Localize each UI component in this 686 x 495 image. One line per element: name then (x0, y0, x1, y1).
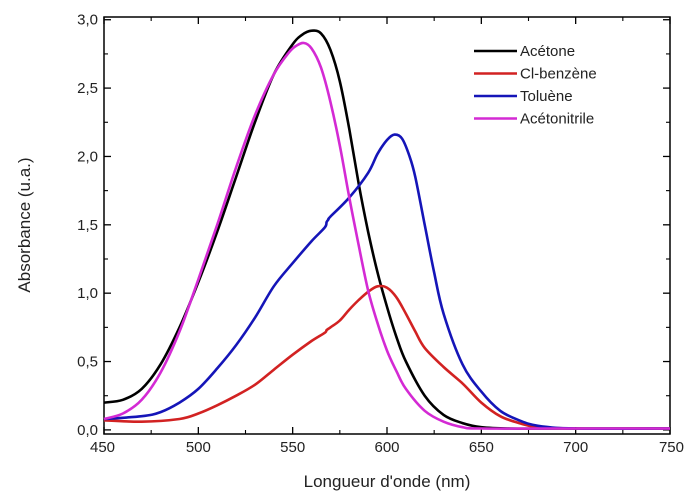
x-tick-label: 450 (90, 439, 115, 456)
legend-label: Acétonitrile (520, 111, 594, 128)
series-line (103, 41, 670, 430)
x-axis-title: Longueur d'onde (nm) (304, 472, 471, 491)
y-tick-label: 1,5 (77, 217, 98, 234)
x-tick-label: 650 (469, 439, 494, 456)
x-tick-label: 700 (563, 439, 588, 456)
y-tick-label: 2,5 (77, 80, 98, 97)
y-tick-label: 0,5 (77, 354, 98, 371)
y-tick-label: 2,0 (77, 148, 98, 165)
x-tick-label: 750 (659, 439, 684, 456)
x-tick-label: 500 (186, 439, 211, 456)
legend-label: Toluène (520, 88, 573, 105)
y-axis-ticks: 0,0 0,5 1,0 1,5 2,0 2,5 3,0 (77, 12, 670, 439)
y-axis-title: Absorbance (u.a.) (15, 157, 34, 292)
legend: Acétone Cl-benzène Toluène Acétonitrile (474, 43, 597, 128)
x-tick-label: 600 (374, 439, 399, 456)
x-axis-ticks: 450 500 550 600 650 700 750 (90, 17, 684, 456)
legend-label: Acétone (520, 43, 575, 60)
legend-label: Cl-benzène (520, 66, 597, 83)
y-tick-label: 3,0 (77, 12, 98, 29)
y-tick-label: 0,0 (77, 422, 98, 439)
x-tick-label: 550 (280, 439, 305, 456)
series-line (103, 29, 670, 430)
y-tick-label: 1,0 (77, 285, 98, 302)
series-line (103, 133, 671, 431)
series-line (103, 284, 671, 430)
series-lines (103, 29, 671, 431)
